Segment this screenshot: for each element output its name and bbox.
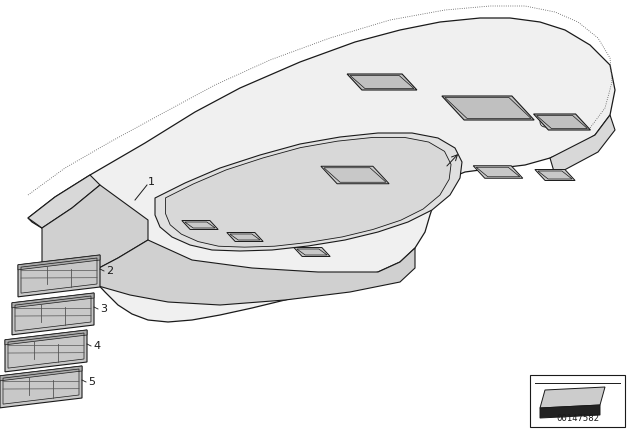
Polygon shape	[42, 185, 148, 292]
Text: 3: 3	[100, 304, 107, 314]
Text: 1: 1	[148, 177, 155, 187]
Polygon shape	[473, 166, 523, 178]
Polygon shape	[182, 220, 218, 229]
Polygon shape	[5, 330, 87, 372]
Polygon shape	[294, 247, 330, 257]
Polygon shape	[321, 166, 389, 184]
Polygon shape	[535, 169, 575, 181]
Polygon shape	[18, 255, 100, 297]
Polygon shape	[155, 133, 462, 251]
Polygon shape	[28, 18, 615, 322]
Text: 00147582: 00147582	[556, 414, 599, 423]
Text: 2: 2	[106, 266, 113, 276]
Polygon shape	[540, 387, 605, 408]
Polygon shape	[12, 293, 94, 335]
Polygon shape	[442, 96, 534, 120]
Polygon shape	[550, 115, 615, 175]
Text: 5: 5	[88, 377, 95, 387]
Polygon shape	[28, 175, 100, 228]
Polygon shape	[0, 366, 82, 408]
Polygon shape	[80, 240, 415, 305]
Text: 4: 4	[93, 341, 100, 351]
Polygon shape	[227, 233, 263, 241]
Polygon shape	[12, 293, 94, 308]
Polygon shape	[534, 114, 591, 130]
Polygon shape	[347, 74, 417, 90]
Polygon shape	[166, 138, 451, 247]
Polygon shape	[5, 330, 87, 345]
Polygon shape	[0, 366, 82, 381]
Polygon shape	[18, 255, 100, 270]
Polygon shape	[540, 405, 600, 418]
